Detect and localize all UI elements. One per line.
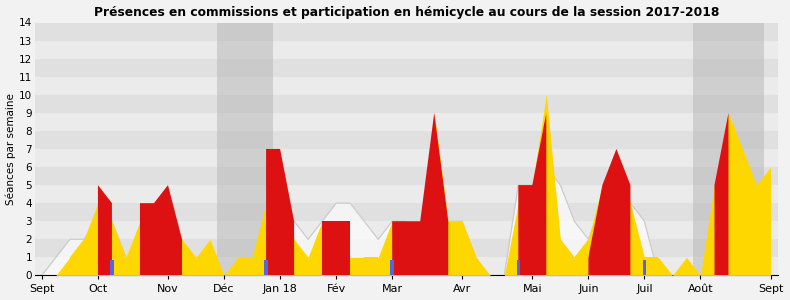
Bar	[390, 260, 394, 275]
Bar	[517, 260, 520, 275]
Bar	[35, 58, 777, 77]
Bar	[35, 77, 777, 95]
Bar	[35, 203, 777, 221]
Bar	[35, 95, 777, 113]
Y-axis label: Séances par semaine: Séances par semaine	[6, 93, 16, 205]
Bar	[642, 260, 646, 275]
Bar	[265, 260, 268, 275]
Title: Présences en commissions et participation en hémicycle au cours de la session 20: Présences en commissions et participatio…	[93, 6, 719, 19]
Bar	[217, 22, 273, 275]
Bar	[35, 149, 777, 167]
Bar	[35, 113, 777, 131]
Bar	[694, 22, 763, 275]
Bar	[35, 167, 777, 185]
Bar	[35, 185, 777, 203]
Bar	[35, 221, 777, 239]
Bar	[35, 22, 777, 40]
Bar	[110, 260, 114, 275]
Bar	[35, 40, 777, 58]
Bar	[35, 239, 777, 257]
Bar	[35, 131, 777, 149]
Bar	[35, 257, 777, 275]
